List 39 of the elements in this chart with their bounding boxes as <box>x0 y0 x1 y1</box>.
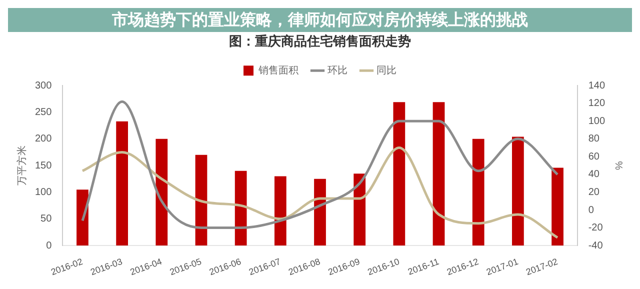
y2-tick-label: 120 <box>588 98 606 110</box>
y2-tick-label: 80 <box>588 134 600 145</box>
y2-tick-label: -20 <box>588 222 604 234</box>
y-tick-label: 250 <box>34 107 52 118</box>
bar <box>432 102 445 246</box>
bar <box>234 170 247 246</box>
legend-label: 环比 <box>328 64 348 76</box>
y2-tick-label: 20 <box>588 186 600 198</box>
bar <box>552 168 564 246</box>
text: 市场趋势下的置业策略，律师如何应对房价持续上涨的挑战 <box>8 8 632 32</box>
line-series <box>81 100 559 230</box>
y2-tick-label: 40 <box>588 169 600 180</box>
bar <box>116 121 128 246</box>
chart-title: 图：重庆商品住宅销售面积走势 <box>229 33 411 48</box>
y-tick-label: 100 <box>34 186 52 198</box>
y2-tick-label: 100 <box>588 116 606 127</box>
bar <box>472 138 484 246</box>
y2-tick-label: -40 <box>588 240 604 252</box>
line-series <box>81 146 559 239</box>
bar <box>354 174 366 246</box>
bar <box>156 138 168 246</box>
y-tick-label: 300 <box>34 80 52 92</box>
bar <box>195 154 208 246</box>
bar <box>314 178 326 246</box>
y-tick-label: 150 <box>34 160 52 172</box>
bar <box>512 136 524 246</box>
y2-axis-title: % <box>612 161 624 170</box>
bar <box>274 176 286 246</box>
legend-label: 销售面积 <box>258 64 298 76</box>
y-tick-label: 0 <box>46 240 52 252</box>
bar <box>393 102 406 246</box>
y2-tick-label: 0 <box>588 204 594 216</box>
y2-tick-label: 140 <box>588 80 606 92</box>
y-tick-label: 50 <box>40 214 52 225</box>
y-axis-title: 万平方米 <box>16 146 28 186</box>
y-tick-label: 200 <box>34 134 52 145</box>
y2-tick-label: 60 <box>588 151 600 162</box>
bar <box>76 190 88 246</box>
legend-label: 同比 <box>376 64 396 76</box>
